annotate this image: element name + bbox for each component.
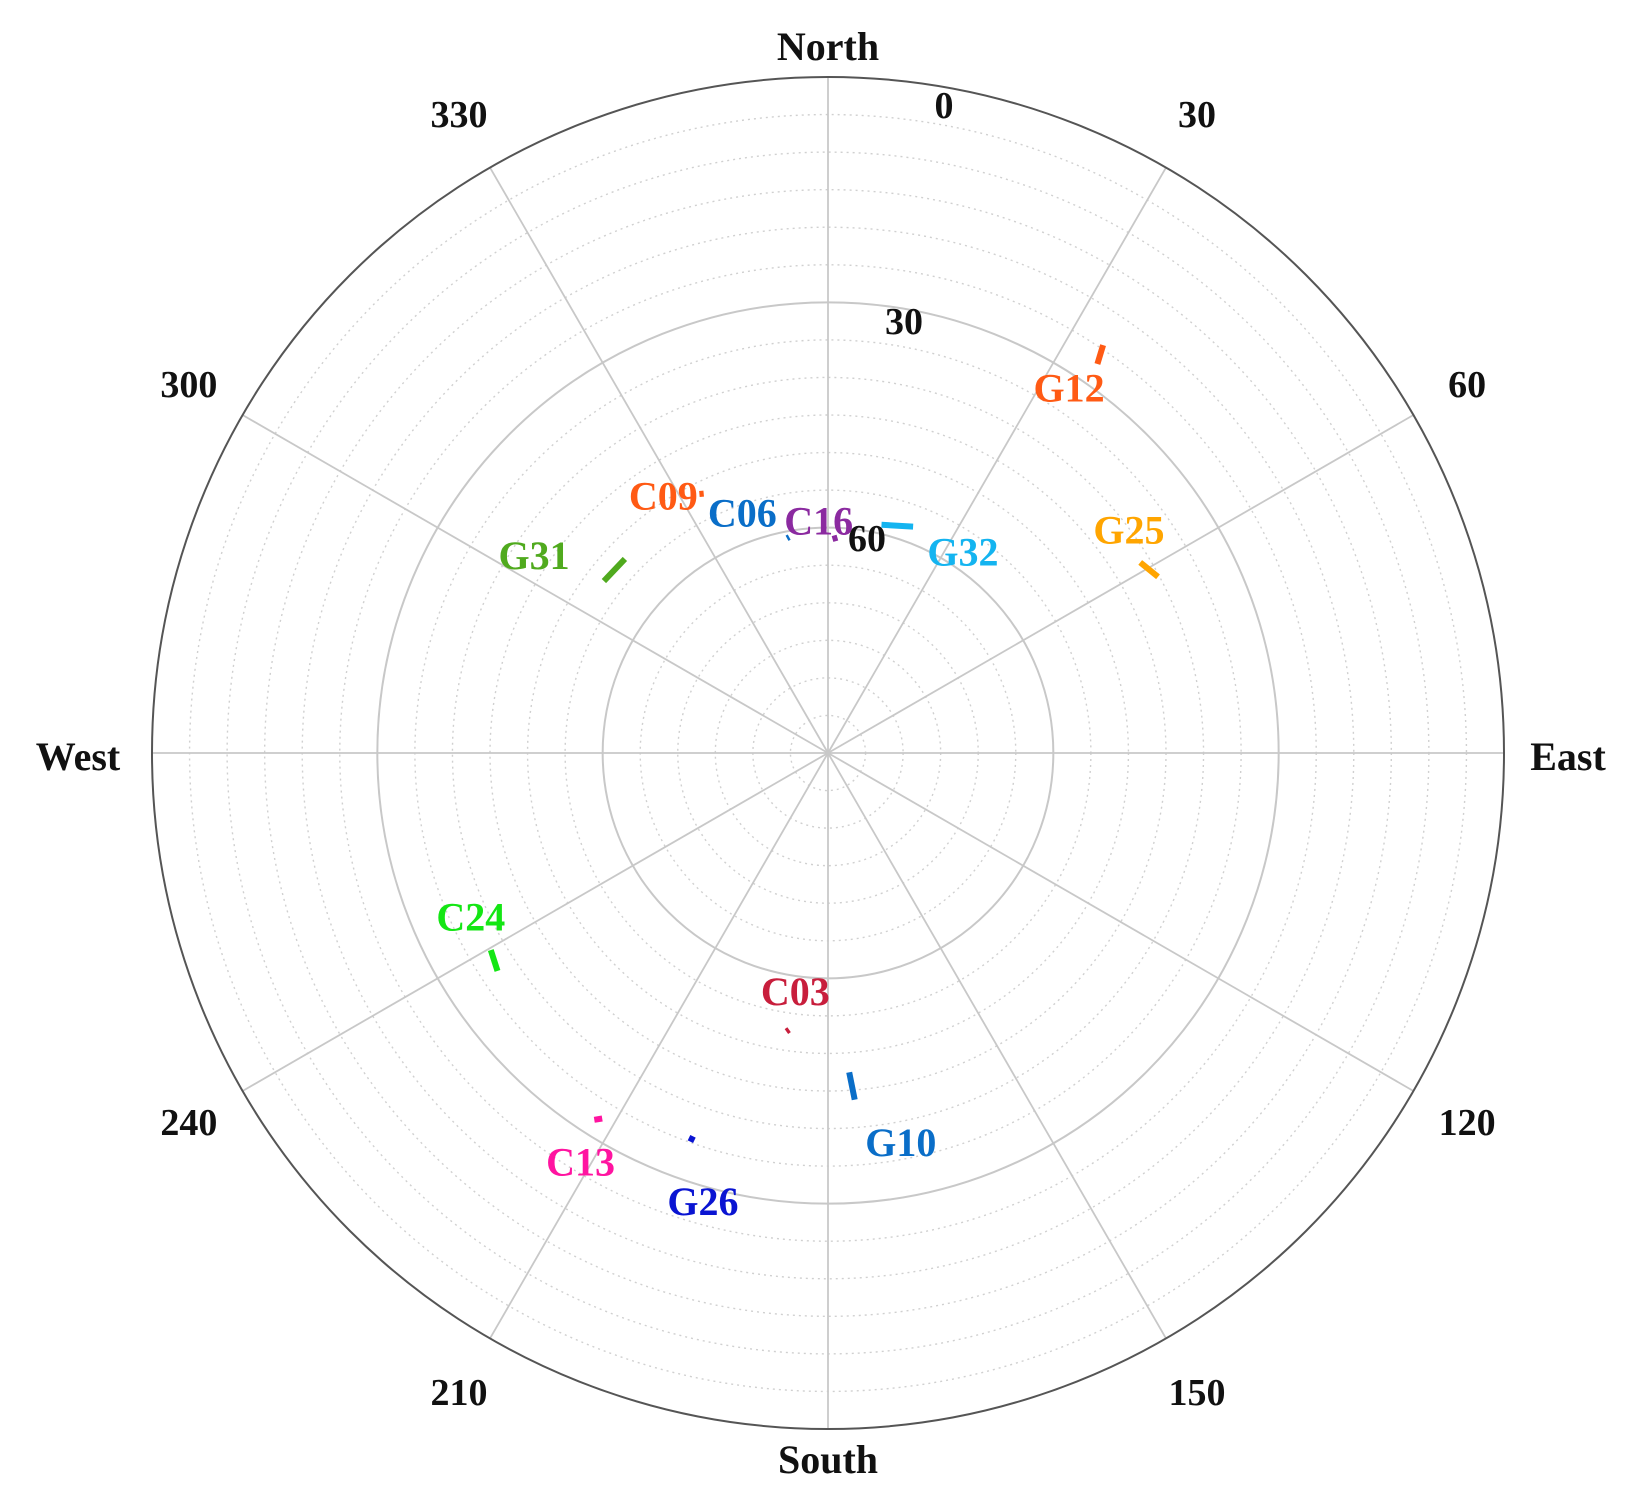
label-g12: G12	[1033, 365, 1104, 410]
spoke-240	[242, 752, 829, 1092]
satellite-tracks	[487, 344, 1160, 1144]
spoke-60	[827, 414, 1414, 754]
spoke-120	[827, 752, 1414, 1092]
track-c03	[784, 1027, 791, 1035]
track-c24	[487, 949, 501, 972]
label-g31: G31	[499, 533, 570, 578]
spoke-210	[489, 752, 829, 1339]
label-c03: C03	[761, 969, 830, 1014]
track-c06	[785, 534, 791, 541]
label-c06: C06	[708, 490, 777, 535]
label-c13: C13	[546, 1140, 615, 1185]
track-g10	[846, 1071, 858, 1101]
track-g31	[601, 556, 628, 584]
label-g32: G32	[927, 529, 998, 574]
spoke-30	[827, 167, 1167, 754]
direction-north: North	[777, 24, 879, 69]
azimuth-tick-labels: 0 30 60 120 150 210 240 300 330	[160, 85, 1495, 1414]
azimuth-tick-300: 300	[160, 364, 217, 406]
major-elevation-rings	[376, 301, 1280, 1205]
azimuth-tick-150: 150	[1169, 1372, 1226, 1414]
azimuth-tick-330: 330	[431, 94, 488, 136]
track-c16	[831, 534, 839, 542]
azimuth-spokes	[152, 77, 1504, 1429]
track-g12	[1094, 344, 1106, 365]
azimuth-tick-60: 60	[1448, 364, 1486, 406]
spoke-330	[489, 167, 829, 754]
spoke-150	[827, 752, 1167, 1339]
label-c16: C16	[784, 498, 853, 543]
label-g10: G10	[865, 1120, 936, 1165]
track-c13	[593, 1115, 603, 1123]
elevation-tick-30: 30	[885, 301, 923, 343]
elevation-tick-60: 60	[848, 518, 886, 560]
elevation-tick-labels: 30 60	[848, 301, 923, 560]
direction-west: West	[36, 734, 121, 779]
azimuth-tick-210: 210	[431, 1372, 488, 1414]
label-c24: C24	[436, 895, 505, 940]
direction-east: East	[1530, 734, 1606, 779]
major-ring-30	[376, 301, 1280, 1205]
label-g26: G26	[667, 1179, 738, 1224]
label-g25: G25	[1093, 508, 1164, 553]
azimuth-tick-30: 30	[1178, 94, 1216, 136]
azimuth-tick-0: 0	[935, 85, 954, 127]
spoke-300	[242, 414, 829, 754]
label-c09: C09	[629, 473, 698, 518]
track-g26	[687, 1134, 696, 1144]
direction-south: South	[778, 1437, 878, 1482]
major-ring-60	[601, 526, 1055, 980]
track-g32	[881, 521, 914, 530]
azimuth-tick-120: 120	[1439, 1102, 1496, 1144]
horizon-circle	[151, 76, 1505, 1430]
azimuth-tick-240: 240	[160, 1102, 217, 1144]
track-g25	[1138, 560, 1160, 580]
